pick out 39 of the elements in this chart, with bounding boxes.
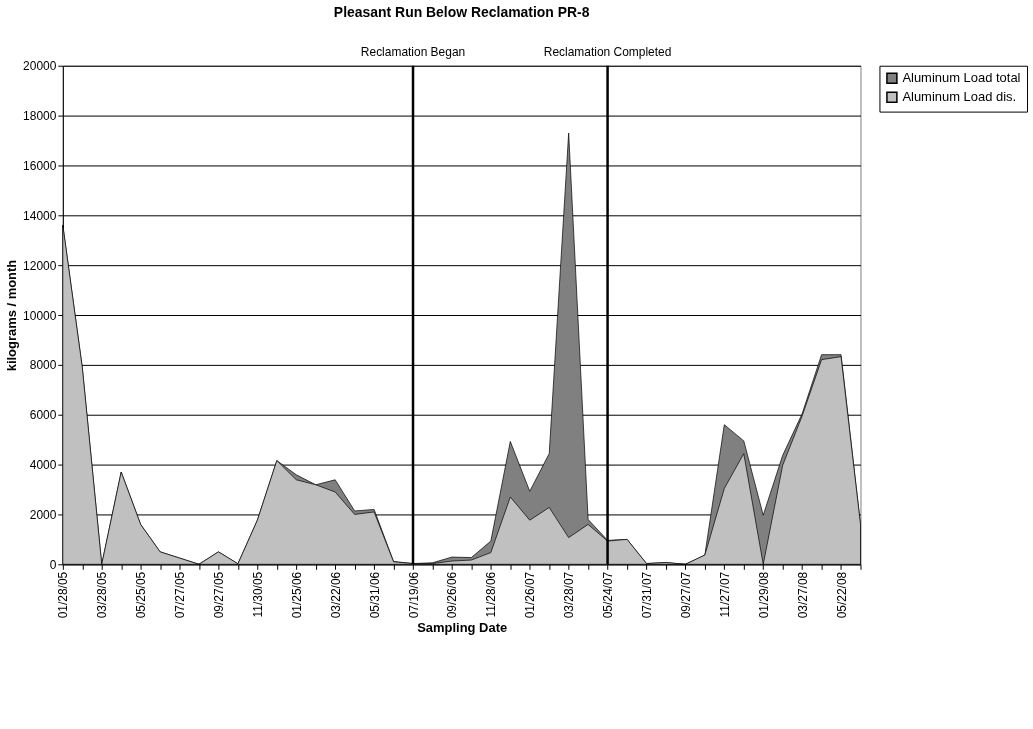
x-tick-label: 01/29/08	[756, 571, 771, 619]
x-tick-label: 05/25/05	[134, 571, 149, 619]
y-tick-label: 14000	[23, 208, 57, 223]
legend-label: Aluminum Load total	[902, 70, 1021, 86]
x-tick-label: 09/26/06	[445, 571, 460, 619]
x-tick-label: 03/27/08	[795, 571, 810, 619]
x-tick-label: 01/26/07	[523, 571, 538, 619]
x-tick-label: 03/22/06	[328, 571, 343, 619]
y-tick-label: 10000	[23, 308, 57, 323]
y-tick-label: 12000	[23, 258, 57, 273]
y-tick-label: 8000	[29, 358, 57, 373]
x-tick-label: 11/27/07	[717, 571, 732, 618]
x-tick-label: 05/22/08	[834, 571, 849, 619]
x-tick-label: 07/31/07	[639, 571, 654, 619]
x-tick-label: 11/30/05	[250, 571, 265, 618]
x-axis-title: Sampling Date	[417, 620, 508, 636]
y-tick-label: 18000	[23, 109, 57, 124]
x-tick-label: 03/28/07	[562, 571, 577, 619]
y-tick-label: 20000	[23, 59, 57, 74]
x-tick-label: 05/31/06	[367, 571, 382, 619]
y-tick-label: 6000	[29, 408, 57, 423]
x-tick-label: 01/25/06	[289, 571, 304, 619]
ref-line-label: Reclamation Completed	[543, 44, 672, 59]
y-tick-label: 4000	[29, 458, 57, 473]
ref-line-label: Reclamation Began	[360, 44, 466, 59]
y-tick-label: 16000	[23, 158, 57, 173]
x-tick-label: 09/27/07	[678, 571, 693, 619]
legend-label: Aluminum Load dis.	[902, 89, 1017, 105]
x-tick-label: 05/24/07	[601, 571, 616, 619]
x-tick-label: 07/27/05	[173, 571, 188, 619]
x-tick-label: 01/28/05	[56, 571, 71, 619]
y-tick-label: 0	[49, 557, 57, 572]
y-tick-label: 2000	[29, 507, 57, 522]
x-tick-label: 09/27/05	[211, 571, 226, 619]
x-tick-label: 03/28/05	[95, 571, 110, 619]
chart-title: Pleasant Run Below Reclamation PR-8	[333, 3, 590, 20]
x-tick-label: 07/19/06	[406, 571, 421, 619]
y-axis-title: kilograms / month	[4, 259, 20, 372]
x-tick-label: 11/28/06	[484, 571, 499, 618]
